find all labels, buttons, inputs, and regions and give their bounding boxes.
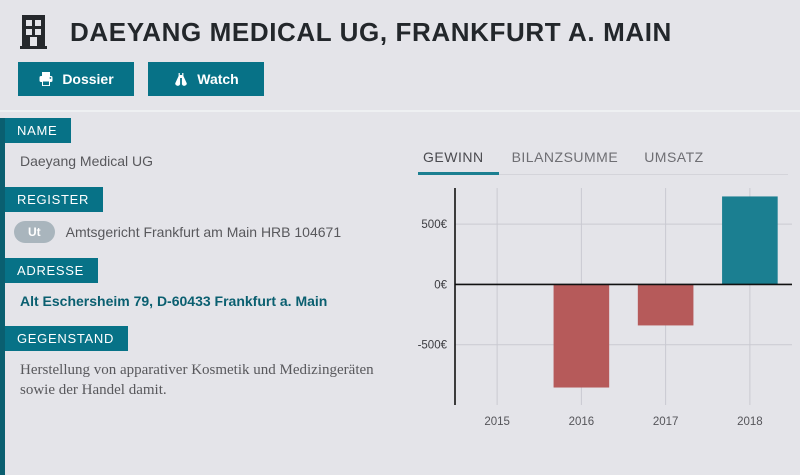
spacer bbox=[0, 171, 400, 187]
x-tick-label: 2015 bbox=[484, 416, 510, 428]
field-subject: GEGENSTAND Herstellung von apparativer K… bbox=[0, 325, 400, 401]
tab-gewinn-label: GEWINN bbox=[423, 149, 484, 165]
tab-bilanzsumme-label: BILANZSUMME bbox=[511, 149, 619, 165]
header-divider bbox=[0, 110, 800, 112]
binoculars-icon bbox=[173, 71, 189, 87]
header-actions: Dossier Watch bbox=[18, 62, 264, 96]
field-subject-value: Herstellung von apparativer Kosmetik und… bbox=[20, 361, 374, 399]
watch-button-label: Watch bbox=[197, 71, 239, 87]
field-register: REGISTER Ut Amtsgericht Frankfurt am Mai… bbox=[0, 186, 400, 243]
bar-2017[interactable] bbox=[637, 284, 694, 326]
field-address-label: ADRESSE bbox=[5, 257, 99, 283]
bar-2016[interactable] bbox=[553, 284, 610, 388]
tab-umsatz[interactable]: UMSATZ bbox=[631, 149, 717, 174]
x-tick-label: 2018 bbox=[737, 416, 763, 428]
spacer bbox=[0, 311, 400, 326]
chart-panel: GEWINN BILANZSUMME UMSATZ 500€ 0€ -500€ 201… bbox=[400, 118, 800, 475]
gewinn-bar-chart: 500€ 0€ -500€ 2015 2016 2017 2018 bbox=[400, 180, 800, 475]
field-address-value[interactable]: Alt Eschersheim 79, D-60433 Frankfurt a.… bbox=[20, 292, 328, 309]
x-tick-label: 2017 bbox=[653, 416, 679, 428]
y-tick-label: 500€ bbox=[421, 219, 447, 231]
field-name: NAME Daeyang Medical UG bbox=[0, 118, 400, 171]
y-tick-label: 0€ bbox=[434, 279, 447, 291]
register-status-badge: Ut bbox=[14, 220, 55, 243]
spacer bbox=[0, 243, 400, 258]
dossier-button[interactable]: Dossier bbox=[18, 62, 134, 96]
field-register-label: REGISTER bbox=[5, 186, 104, 212]
register-row: Ut Amtsgericht Frankfurt am Main HRB 104… bbox=[0, 212, 400, 243]
bar-2018[interactable] bbox=[722, 196, 778, 285]
page-header: DAEYANG MEDICAL UG, FRANKFURT A. MAIN Do… bbox=[0, 0, 800, 110]
tab-umsatz-label: UMSATZ bbox=[644, 149, 704, 165]
printer-icon bbox=[38, 71, 54, 87]
page-title: DAEYANG MEDICAL UG, FRANKFURT A. MAIN bbox=[70, 17, 672, 47]
panel-accent-strip bbox=[0, 118, 5, 475]
field-register-value: Amtsgericht Frankfurt am Main HRB 104671 bbox=[65, 223, 342, 240]
tab-bilanzsumme[interactable]: BILANZSUMME bbox=[499, 149, 632, 174]
tab-gewinn[interactable]: GEWINN bbox=[418, 149, 499, 175]
field-subject-label: GEGENSTAND bbox=[5, 325, 129, 351]
chart-tabs: GEWINN BILANZSUMME UMSATZ bbox=[418, 144, 788, 175]
details-panel: NAME Daeyang Medical UG REGISTER Ut Amts… bbox=[0, 118, 400, 475]
field-name-value: Daeyang Medical UG bbox=[20, 153, 154, 169]
title-row: DAEYANG MEDICAL UG, FRANKFURT A. MAIN bbox=[18, 8, 672, 56]
field-address: ADRESSE Alt Eschersheim 79, D-60433 Fran… bbox=[0, 257, 400, 311]
x-tick-label: 2016 bbox=[569, 416, 595, 428]
field-name-label: NAME bbox=[5, 118, 72, 143]
y-tick-label: -500€ bbox=[418, 340, 448, 352]
building-icon bbox=[18, 13, 52, 51]
dossier-button-label: Dossier bbox=[62, 71, 114, 87]
chart-canvas: 500€ 0€ -500€ 2015 2016 2017 2018 bbox=[418, 188, 792, 428]
watch-button[interactable]: Watch bbox=[148, 62, 264, 96]
